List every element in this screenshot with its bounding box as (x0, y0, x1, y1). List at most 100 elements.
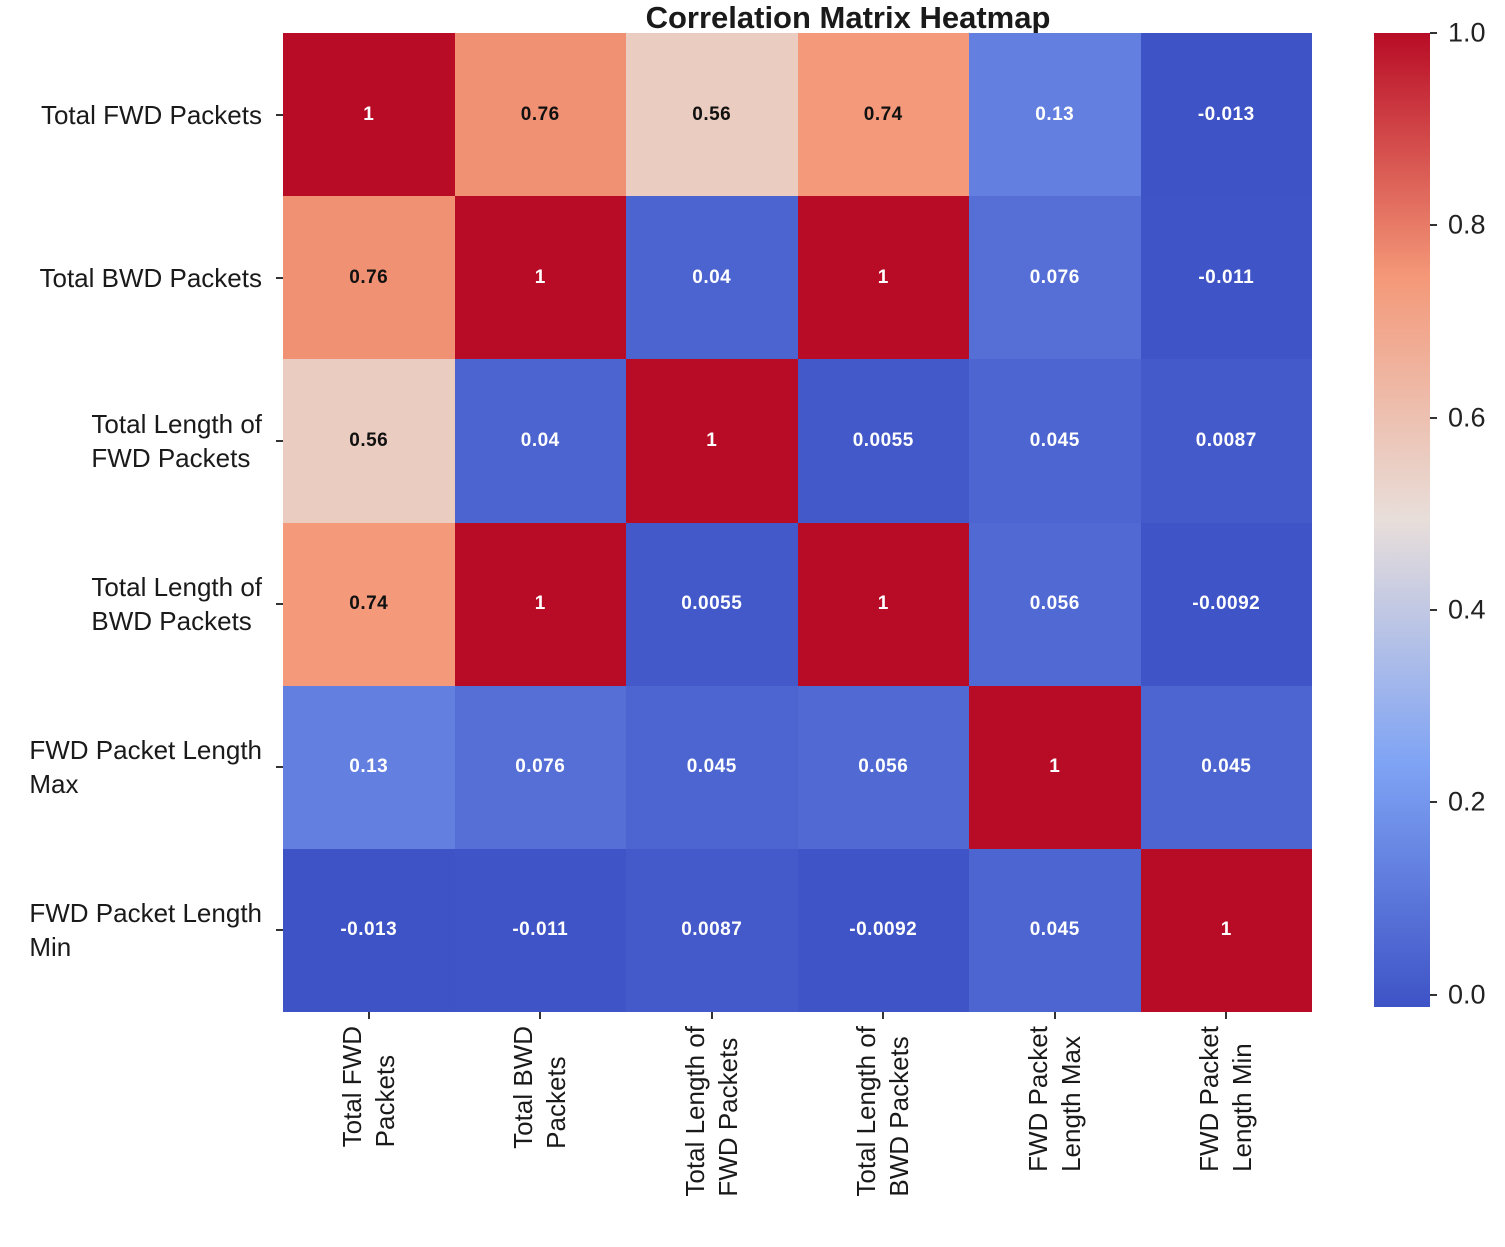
cell-value: -0.013 (1197, 103, 1255, 125)
cell-value: 0.0055 (681, 593, 743, 615)
cell-value: 0.56 (349, 429, 389, 451)
heatmap-cell: 1 (969, 685, 1141, 849)
heatmap-cell: 1 (454, 522, 626, 686)
heatmap-grid: 1 0.76 0.56 0.74 0.13 -0.013 0.76 1 0.04 1 0.076 -0… (283, 33, 1312, 1012)
cell-value: -0.011 (512, 919, 569, 941)
y-tick-mark (276, 276, 283, 279)
heatmap-cell: 0.076 (454, 685, 626, 849)
heatmap-cell: 0.0055 (626, 522, 798, 686)
cell-value: -0.013 (340, 919, 398, 941)
x-tick-mark (367, 1012, 370, 1019)
colorbar-tick-mark (1430, 801, 1437, 804)
cell-value: 0.0055 (852, 429, 914, 451)
heatmap-cell: 0.056 (969, 522, 1141, 686)
heatmap-cell: 1 (626, 359, 798, 523)
y-tick-mark (276, 113, 283, 116)
cell-value: 1 (877, 266, 889, 288)
colorbar-tick-label: 0.6 (1448, 402, 1486, 433)
x-axis-label: Total BWD Packets (508, 1026, 572, 1149)
y-axis-label: FWD Packet Length Max (29, 735, 262, 800)
colorbar-tick-mark (1430, 32, 1437, 34)
colorbar-gradient (1374, 33, 1430, 1007)
heatmap-cell: 0.0087 (626, 848, 798, 1012)
cell-value: 0.056 (1029, 593, 1080, 615)
cell-value: 0.045 (1201, 756, 1252, 778)
heatmap-cell: -0.013 (1140, 33, 1312, 197)
y-axis-label: Total Length of FWD Packets (91, 408, 262, 473)
x-axis-label: Total Length of BWD Packets (851, 1026, 915, 1197)
cell-value: 1 (1049, 756, 1061, 778)
heatmap-cell: 0.076 (969, 196, 1141, 360)
heatmap-cell: 0.0087 (1140, 359, 1312, 523)
x-tick-mark (539, 1012, 542, 1019)
heatmap-cell: 0.045 (1140, 685, 1312, 849)
cell-value: 0.045 (1029, 919, 1080, 941)
heatmap-cell: 0.74 (797, 33, 969, 197)
cell-value: 0.13 (349, 756, 389, 778)
chart-title: Correlation Matrix Heatmap (645, 0, 1051, 35)
cell-value: 1 (363, 103, 375, 125)
heatmap-cell: 1 (797, 522, 969, 686)
y-axis-label: FWD Packet Length Min (29, 898, 262, 963)
heatmap-cell: -0.011 (454, 848, 626, 1012)
cell-value: 0.045 (686, 756, 737, 778)
cell-value: 0.0087 (1195, 429, 1257, 451)
heatmap-cell: 0.0055 (797, 359, 969, 523)
cell-value: 0.13 (1035, 103, 1075, 125)
cell-value: -0.011 (1198, 266, 1255, 288)
colorbar-tick-mark (1430, 416, 1437, 419)
colorbar-tick-mark (1430, 993, 1437, 996)
heatmap-cell: 0.76 (283, 196, 455, 360)
y-tick-mark (276, 929, 283, 932)
cell-value: 0.74 (349, 593, 389, 615)
heatmap-cell: 0.056 (797, 685, 969, 849)
heatmap-cell: 0.045 (626, 685, 798, 849)
x-axis-label: FWD Packet Length Max (1022, 1026, 1086, 1172)
cell-value: 1 (1220, 919, 1232, 941)
heatmap-cell: 0.13 (969, 33, 1141, 197)
cell-value: 0.76 (520, 103, 560, 125)
x-axis-label: FWD Packet Length Min (1194, 1026, 1258, 1172)
heatmap-cell: 0.045 (969, 848, 1141, 1012)
x-tick-mark (1225, 1012, 1228, 1019)
y-tick-mark (276, 766, 283, 769)
cell-value: 0.74 (863, 103, 903, 125)
cell-value: 0.56 (692, 103, 732, 125)
heatmap-cell: 0.04 (454, 359, 626, 523)
heatmap-cell: 0.56 (283, 359, 455, 523)
cell-value: -0.0092 (849, 919, 918, 941)
cell-value: 0.056 (858, 756, 909, 778)
colorbar-tick-mark (1430, 608, 1437, 611)
cell-value: 1 (534, 593, 546, 615)
cell-value: 0.0087 (681, 919, 743, 941)
cell-value: 0.04 (520, 429, 560, 451)
y-axis-label: Total Length of BWD Packets (91, 572, 262, 637)
heatmap-cell: -0.0092 (797, 848, 969, 1012)
colorbar-tick-label: 0.4 (1448, 594, 1486, 625)
heatmap-cell: 1 (454, 196, 626, 360)
cell-value: 1 (877, 593, 889, 615)
x-axis-label: Total FWD Packets (336, 1026, 400, 1148)
cell-value: -0.0092 (1192, 593, 1261, 615)
colorbar-tick-mark (1430, 224, 1437, 227)
x-tick-mark (882, 1012, 885, 1019)
x-tick-mark (1053, 1012, 1056, 1019)
heatmap-cell: 0.56 (626, 33, 798, 197)
colorbar-tick-label: 1.0 (1448, 17, 1486, 48)
heatmap-cell: 0.76 (454, 33, 626, 197)
cell-value: 0.076 (1029, 266, 1080, 288)
colorbar-tick-label: 0.2 (1448, 786, 1486, 817)
colorbar-tick-label: 0.8 (1448, 209, 1486, 240)
heatmap-cell: 0.04 (626, 196, 798, 360)
heatmap-cell: -0.013 (283, 848, 455, 1012)
heatmap-cell: 1 (797, 196, 969, 360)
y-tick-mark (276, 603, 283, 606)
cell-value: 0.076 (515, 756, 566, 778)
y-axis-label: Total BWD Packets (39, 262, 262, 293)
cell-value: 0.045 (1029, 429, 1080, 451)
colorbar-tick-label: 0.0 (1448, 979, 1486, 1009)
x-tick-mark (710, 1012, 713, 1019)
heatmap-cell: 0.045 (969, 359, 1141, 523)
cell-value: 1 (534, 266, 546, 288)
